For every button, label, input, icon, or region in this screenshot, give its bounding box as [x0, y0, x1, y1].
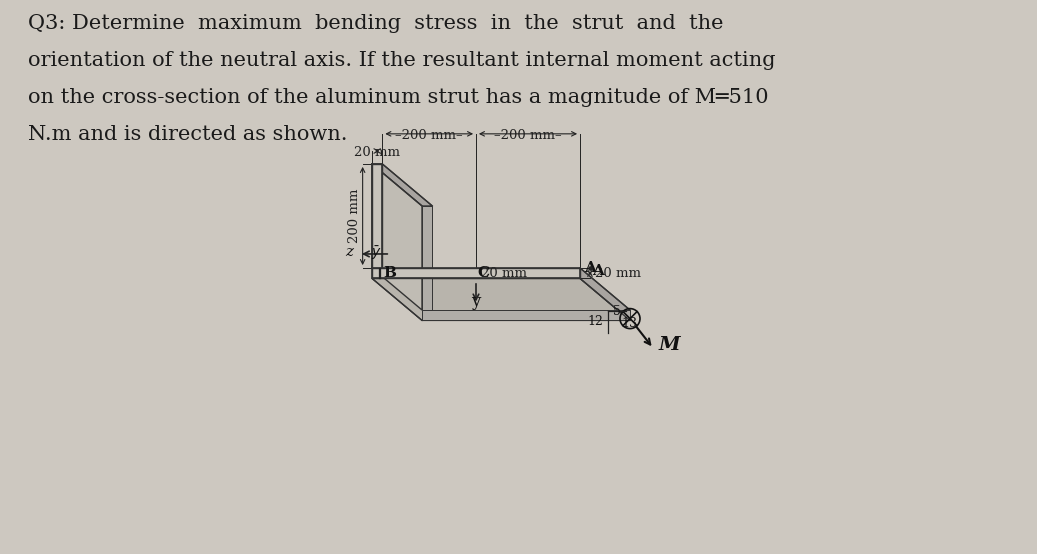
- Text: $\bar{y}$: $\bar{y}$: [371, 244, 382, 262]
- Polygon shape: [372, 279, 630, 320]
- Polygon shape: [422, 206, 432, 310]
- Text: 20 mm: 20 mm: [481, 266, 527, 280]
- Polygon shape: [580, 268, 630, 320]
- Text: A: A: [592, 264, 604, 278]
- Text: –200 mm–: –200 mm–: [495, 129, 562, 142]
- Text: 5: 5: [613, 305, 621, 317]
- Text: A: A: [584, 261, 596, 275]
- Text: 12: 12: [587, 315, 602, 328]
- Text: on the cross-section of the aluminum strut has a magnitude of M═510: on the cross-section of the aluminum str…: [28, 88, 768, 107]
- Text: B: B: [384, 266, 396, 280]
- Text: z: z: [345, 245, 353, 259]
- Text: –200 mm–: –200 mm–: [395, 129, 463, 142]
- Text: 13: 13: [621, 317, 637, 330]
- Polygon shape: [372, 268, 580, 279]
- Text: C: C: [477, 266, 489, 280]
- Polygon shape: [372, 164, 383, 268]
- Text: M: M: [658, 336, 680, 353]
- Polygon shape: [372, 164, 422, 310]
- Text: y: y: [471, 293, 481, 310]
- Polygon shape: [372, 164, 432, 206]
- Text: 20 mm: 20 mm: [355, 146, 400, 159]
- Text: 20 mm: 20 mm: [595, 266, 641, 280]
- Text: orientation of the neutral axis. If the resultant internal moment acting: orientation of the neutral axis. If the …: [28, 51, 776, 70]
- Polygon shape: [372, 279, 630, 320]
- Text: Q3: Determine  maximum  bending  stress  in  the  strut  and  the: Q3: Determine maximum bending stress in …: [28, 14, 724, 33]
- Text: 200 mm: 200 mm: [347, 189, 361, 243]
- Polygon shape: [422, 310, 630, 320]
- Text: N.m and is directed as shown.: N.m and is directed as shown.: [28, 125, 347, 144]
